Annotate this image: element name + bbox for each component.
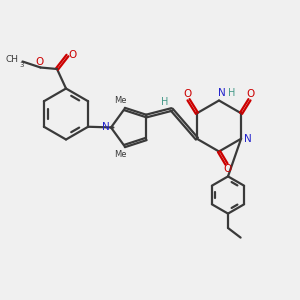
- Text: H: H: [228, 88, 235, 98]
- Text: O: O: [68, 50, 77, 60]
- Text: 3: 3: [20, 62, 24, 68]
- Text: O: O: [36, 57, 44, 67]
- Text: O: O: [184, 89, 192, 99]
- Text: N: N: [244, 134, 252, 144]
- Text: H: H: [161, 97, 169, 107]
- Text: Me: Me: [115, 150, 127, 159]
- Text: CH: CH: [5, 56, 19, 64]
- Text: Me: Me: [115, 96, 127, 105]
- Text: O: O: [247, 89, 255, 99]
- Text: N: N: [102, 122, 110, 133]
- Text: O: O: [224, 164, 232, 175]
- Text: N: N: [218, 88, 226, 98]
